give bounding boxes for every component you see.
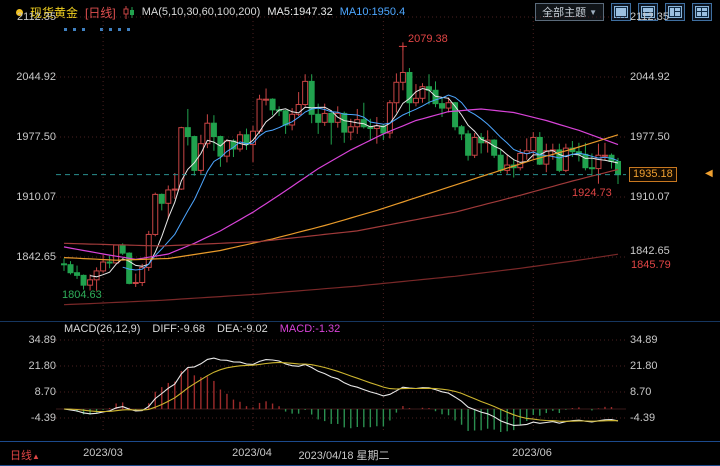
y-axis-label: 2044.92	[630, 71, 670, 83]
y-axis-label: 2112.35	[630, 11, 669, 23]
symbol-dot-icon	[16, 8, 23, 16]
x-axis-bar: 日线▲ 2023/03 2023/04 2023/04/18 星期二 2023/…	[0, 441, 720, 466]
y-axis-label: 1910.07	[16, 191, 56, 203]
start-low-label: 1804.63	[62, 289, 102, 301]
macd-axis-label: 34.89	[630, 334, 658, 346]
chevron-down-icon: ▼	[589, 7, 597, 17]
session-low-label: 1924.73	[572, 187, 612, 199]
macd-diff-value: DIFF:-9.68	[152, 323, 205, 335]
macd-axis-label: 21.80	[28, 360, 56, 372]
y-axis-label: 1842.65	[630, 245, 670, 257]
period-tag: [日线]	[85, 5, 116, 20]
layout-four-icon	[695, 6, 709, 18]
ma5-value: MA5:1947.32	[267, 6, 333, 18]
price-arrow-marker: ◀	[705, 168, 713, 179]
x-axis-tick-label: 2023/06	[512, 447, 552, 459]
macd-axis-label: -4.39	[30, 412, 56, 424]
decoration-dots	[64, 28, 130, 31]
layout-four-pane-button[interactable]	[692, 3, 712, 21]
x-axis-tick-label: 2023/03	[83, 447, 123, 459]
macd-axis-label: 21.80	[630, 360, 658, 372]
y-axis-label: 2112.35	[17, 11, 56, 23]
macd-axis-label: 34.89	[28, 334, 56, 346]
current-price-box: 1935.18	[629, 167, 677, 182]
y-axis-label: 1977.50	[630, 131, 670, 143]
y-axis-label: 1910.07	[630, 191, 670, 203]
theme-dropdown-label: 全部主题	[542, 7, 587, 19]
macd-axis-label: 8.70	[630, 386, 652, 398]
macd-header: MACD(26,12,9) DIFF:-9.68 DEA:-9.02 MACD:…	[64, 323, 340, 335]
period-selector[interactable]: 日线▲	[10, 447, 40, 463]
x-axis-tick-label: 2023/04	[232, 447, 272, 459]
triangle-up-icon: ▲	[32, 452, 40, 461]
candlestick-indicator-icon[interactable]	[123, 5, 135, 19]
macd-hist-value: MACD:-1.32	[279, 323, 341, 335]
macd-axis-label: 8.70	[34, 386, 56, 398]
layout-two-icon	[641, 6, 655, 18]
ma200-value-label: 1845.79	[631, 259, 671, 271]
period-high-label: 2079.38	[408, 33, 448, 45]
ma10-value: MA10:1950.4	[339, 6, 406, 18]
macd-axis-label: -4.39	[630, 412, 656, 424]
y-axis-label: 1977.50	[16, 131, 56, 143]
symbol-name: 现货黄金	[30, 5, 79, 20]
y-axis-label: 2044.92	[16, 71, 56, 83]
period-selector-label: 日线	[10, 450, 32, 462]
crosshair-date-label: 2023/04/18 星期二	[298, 450, 390, 462]
layout-two-pane-button[interactable]	[638, 3, 658, 21]
layout-three-icon	[668, 6, 682, 18]
y-axis-label: 1842.65	[16, 251, 56, 263]
macd-dea-value: DEA:-9.02	[217, 323, 268, 335]
ma-settings-label: MA(5,10,30,60,100,200)	[141, 6, 261, 18]
macd-title[interactable]: MACD(26,12,9)	[64, 323, 141, 335]
layout-three-pane-button[interactable]	[665, 3, 685, 21]
